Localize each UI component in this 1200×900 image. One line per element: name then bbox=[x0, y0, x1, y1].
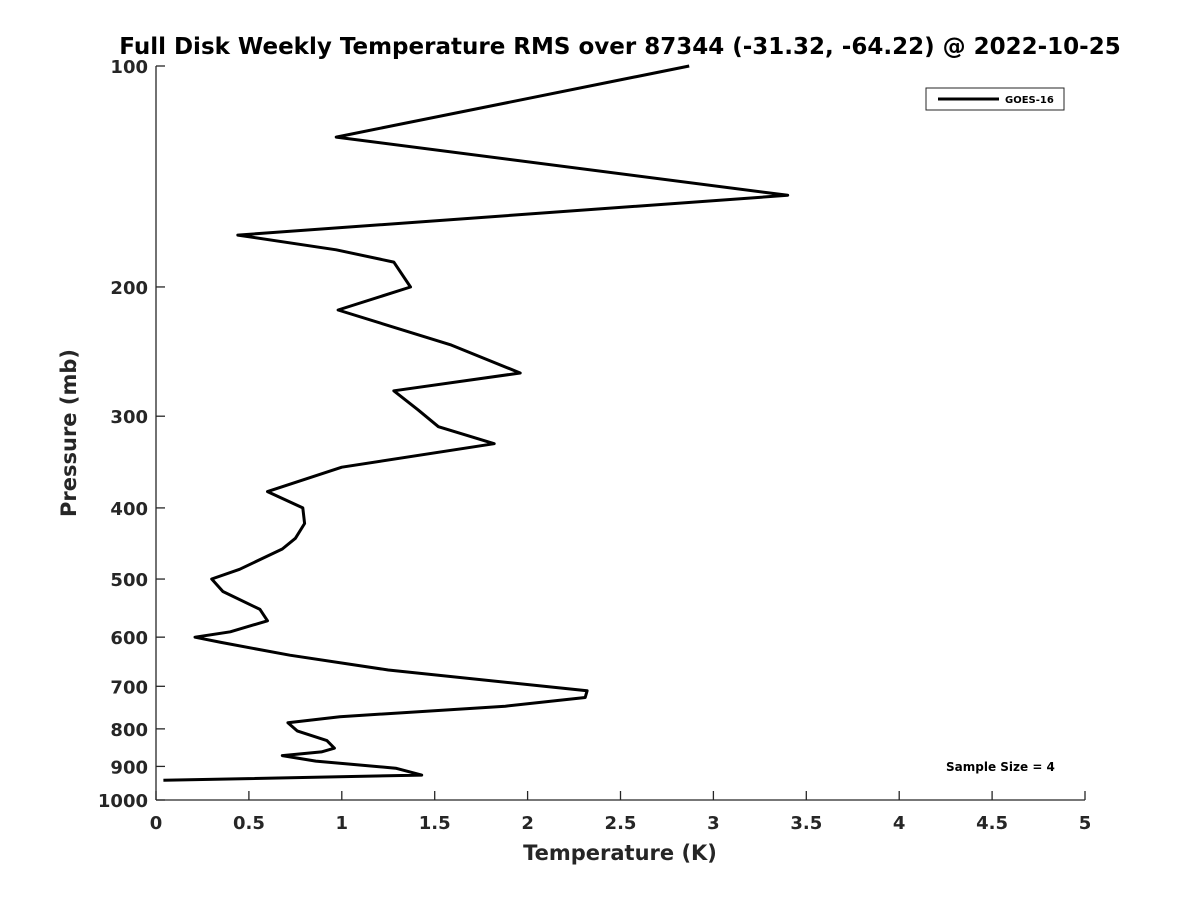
x-tick-label: 1 bbox=[336, 813, 349, 834]
legend-label: GOES-16 bbox=[1005, 95, 1054, 106]
x-tick-label: 5 bbox=[1079, 813, 1092, 834]
x-tick-label: 2 bbox=[521, 813, 534, 834]
y-axis-label: Pressure (mb) bbox=[57, 349, 81, 517]
plot-axes bbox=[155, 66, 1085, 801]
y-tick-label: 100 bbox=[110, 57, 148, 78]
y-tick-label: 200 bbox=[110, 278, 148, 299]
x-axis-label: Temperature (K) bbox=[523, 841, 717, 865]
y-tick-label: 700 bbox=[110, 677, 148, 698]
x-ticks: 0 0.5 1 1.5 2 2.5 3 3.5 4 4.5 5 bbox=[150, 791, 1092, 834]
y-tick-label: 600 bbox=[110, 628, 148, 649]
legend: GOES-16 bbox=[925, 87, 1065, 111]
sample-size-annotation: Sample Size = 4 bbox=[946, 760, 1055, 774]
y-tick-label: 1000 bbox=[98, 791, 148, 812]
x-tick-label: 3.5 bbox=[790, 813, 822, 834]
chart-title: Full Disk Weekly Temperature RMS over 87… bbox=[119, 34, 1121, 60]
y-ticks: 100 200 300 400 500 600 700 800 900 1000 bbox=[98, 57, 165, 812]
x-tick-label: 1.5 bbox=[419, 813, 451, 834]
x-tick-label: 0 bbox=[150, 813, 163, 834]
y-tick-label: 400 bbox=[110, 499, 148, 520]
x-tick-label: 2.5 bbox=[605, 813, 637, 834]
x-tick-label: 4.5 bbox=[976, 813, 1008, 834]
series-line-goes-16 bbox=[163, 64, 790, 782]
x-tick-label: 0.5 bbox=[233, 813, 265, 834]
y-tick-label: 800 bbox=[110, 720, 148, 741]
y-tick-label: 500 bbox=[110, 570, 148, 591]
x-tick-label: 3 bbox=[707, 813, 720, 834]
y-tick-label: 900 bbox=[110, 757, 148, 778]
x-tick-label: 4 bbox=[893, 813, 906, 834]
y-tick-label: 300 bbox=[110, 407, 148, 428]
